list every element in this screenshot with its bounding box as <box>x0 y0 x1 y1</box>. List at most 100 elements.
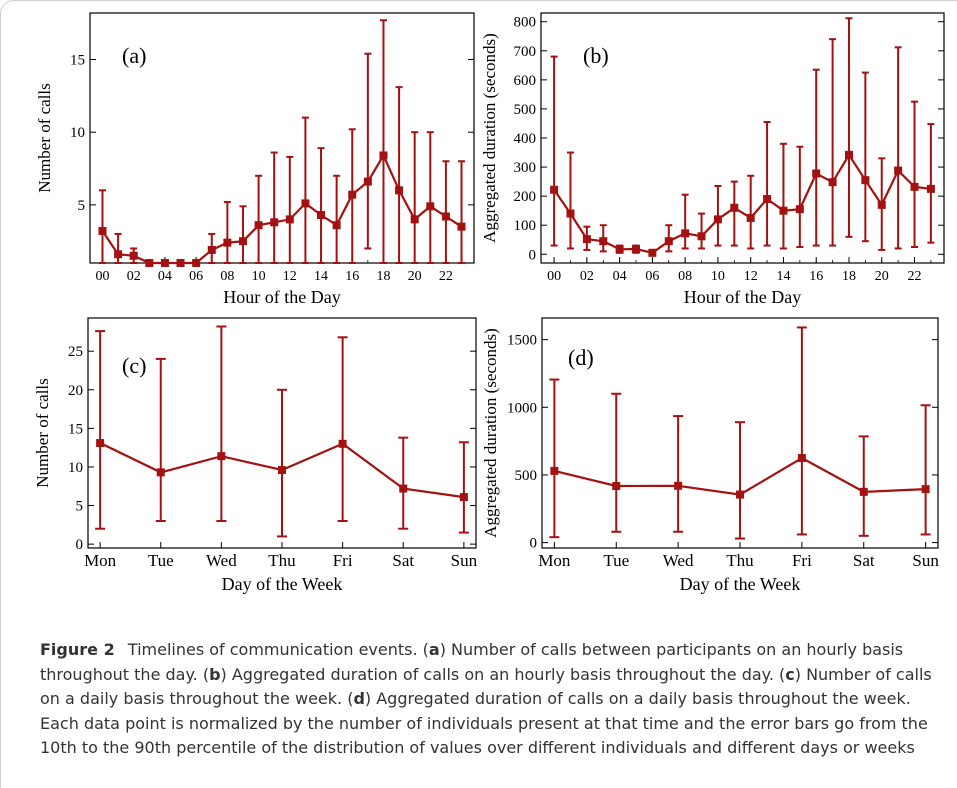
data-point-a-19 <box>395 186 404 195</box>
data-point-a-11 <box>270 218 279 227</box>
y-tick-label-a-15: 15 <box>70 53 85 69</box>
y-tick-label-d-500: 500 <box>515 468 538 484</box>
data-point-a-4 <box>160 259 169 267</box>
data-point-a-1 <box>114 250 123 259</box>
data-point-a-13 <box>301 199 310 208</box>
data-point-d-4 <box>797 454 806 463</box>
y-axis-label-d: Aggregated duration (seconds) <box>481 328 500 538</box>
figure-label: Figure 2 <box>40 640 115 659</box>
data-point-b-2 <box>582 235 591 244</box>
data-point-b-10 <box>713 215 722 224</box>
y-tick-label-d-0: 0 <box>530 536 538 552</box>
y-tick-label-d-1000: 1000 <box>507 400 537 416</box>
y-tick-label-b-0: 0 <box>529 247 537 263</box>
x-tick-label-a-14: 14 <box>314 269 328 284</box>
y-tick-label-c-5: 5 <box>76 499 84 515</box>
panel-label-c: (c) <box>122 353 146 378</box>
y-tick-label-c-0: 0 <box>76 537 84 553</box>
data-point-a-7 <box>207 245 216 254</box>
y-tick-label-b-800: 800 <box>514 15 537 31</box>
data-point-b-13 <box>763 195 772 204</box>
data-point-a-2 <box>129 251 138 260</box>
data-point-c-0 <box>96 439 105 448</box>
data-point-b-21 <box>894 166 903 175</box>
plot-frame-a <box>89 12 475 264</box>
x-tick-label-c-Mon: Mon <box>84 551 117 570</box>
x-tick-label-c-Fri: Fri <box>333 551 353 570</box>
y-tick-label-b-100: 100 <box>514 218 537 234</box>
y-tick-label-a-10: 10 <box>70 125 85 141</box>
data-point-a-5 <box>176 259 185 267</box>
caption-text-1: Timelines of communication events. ( <box>122 640 429 659</box>
caption-ref-c: c <box>785 664 795 684</box>
y-tick-label-b-700: 700 <box>514 44 537 60</box>
x-tick-label-a-22: 22 <box>439 269 453 284</box>
x-tick-label-b-12: 12 <box>744 269 758 284</box>
data-point-a-21 <box>426 202 435 211</box>
x-tick-label-a-02: 02 <box>127 269 141 284</box>
y-tick-label-a-5: 5 <box>78 198 86 214</box>
data-point-b-7 <box>664 237 673 246</box>
x-tick-label-b-10: 10 <box>711 269 725 284</box>
data-point-b-9 <box>697 232 706 241</box>
x-tick-label-a-08: 08 <box>220 269 234 284</box>
data-point-b-19 <box>861 176 870 185</box>
data-point-b-11 <box>730 203 739 212</box>
x-tick-label-a-12: 12 <box>283 269 297 284</box>
y-tick-label-c-20: 20 <box>68 383 83 399</box>
data-point-c-1 <box>156 468 165 477</box>
x-tick-label-d-Thu: Thu <box>726 551 754 570</box>
data-point-d-6 <box>921 485 930 494</box>
x-tick-label-c-Thu: Thu <box>268 551 296 570</box>
y-axis-label-a: Number of calls <box>35 83 54 193</box>
x-tick-label-a-10: 10 <box>252 269 266 284</box>
data-point-b-22 <box>910 182 919 191</box>
data-point-a-0 <box>98 227 107 236</box>
data-point-a-20 <box>410 215 419 224</box>
x-tick-label-b-04: 04 <box>613 269 627 284</box>
x-tick-label-b-18: 18 <box>842 269 856 284</box>
x-tick-label-b-08: 08 <box>678 269 692 284</box>
data-point-a-9 <box>238 237 247 246</box>
x-tick-label-b-00: 00 <box>547 269 561 284</box>
y-tick-label-b-500: 500 <box>514 102 537 118</box>
caption-text-4: ) Number of calls on a daily basis throu… <box>40 664 932 709</box>
data-point-b-23 <box>926 184 935 193</box>
caption-text-3: ) Aggregated duration of calls on an hou… <box>220 664 786 684</box>
panel-label-b: (b) <box>583 43 609 68</box>
data-point-c-6 <box>459 493 468 502</box>
data-point-a-8 <box>223 238 232 247</box>
x-tick-label-b-16: 16 <box>809 269 823 284</box>
series-line-b <box>553 152 932 254</box>
y-tick-label-b-300: 300 <box>514 160 537 176</box>
data-point-b-6 <box>648 248 657 257</box>
data-point-a-15 <box>332 221 341 230</box>
x-tick-label-c-Wed: Wed <box>206 551 237 570</box>
data-point-c-4 <box>338 439 347 448</box>
data-point-a-16 <box>348 190 357 199</box>
x-tick-label-a-06: 06 <box>189 269 203 284</box>
data-point-d-1 <box>612 482 621 491</box>
y-tick-label-c-25: 25 <box>68 344 83 360</box>
x-tick-label-d-Tue: Tue <box>603 551 629 570</box>
panel-label-d: (d) <box>568 345 594 370</box>
data-point-c-2 <box>217 452 226 461</box>
data-point-b-16 <box>812 169 821 178</box>
data-point-a-6 <box>192 259 201 267</box>
x-tick-label-d-Wed: Wed <box>663 551 694 570</box>
x-tick-label-b-14: 14 <box>776 269 790 284</box>
data-point-b-20 <box>877 200 886 209</box>
series-line-a <box>101 153 463 265</box>
x-axis-label-b: Hour of the Day <box>684 287 801 307</box>
y-axis-label-c: Number of calls <box>33 378 52 488</box>
data-point-a-22 <box>441 212 450 221</box>
data-point-a-10 <box>254 221 263 230</box>
data-point-a-17 <box>363 177 372 186</box>
x-tick-label-a-04: 04 <box>158 269 172 284</box>
x-tick-label-d-Sat: Sat <box>853 551 875 570</box>
data-point-d-5 <box>859 487 868 496</box>
data-point-b-5 <box>632 245 641 254</box>
y-tick-label-c-10: 10 <box>68 460 83 476</box>
caption-ref-b: b <box>209 664 221 684</box>
y-tick-label-d-1500: 1500 <box>507 333 537 349</box>
